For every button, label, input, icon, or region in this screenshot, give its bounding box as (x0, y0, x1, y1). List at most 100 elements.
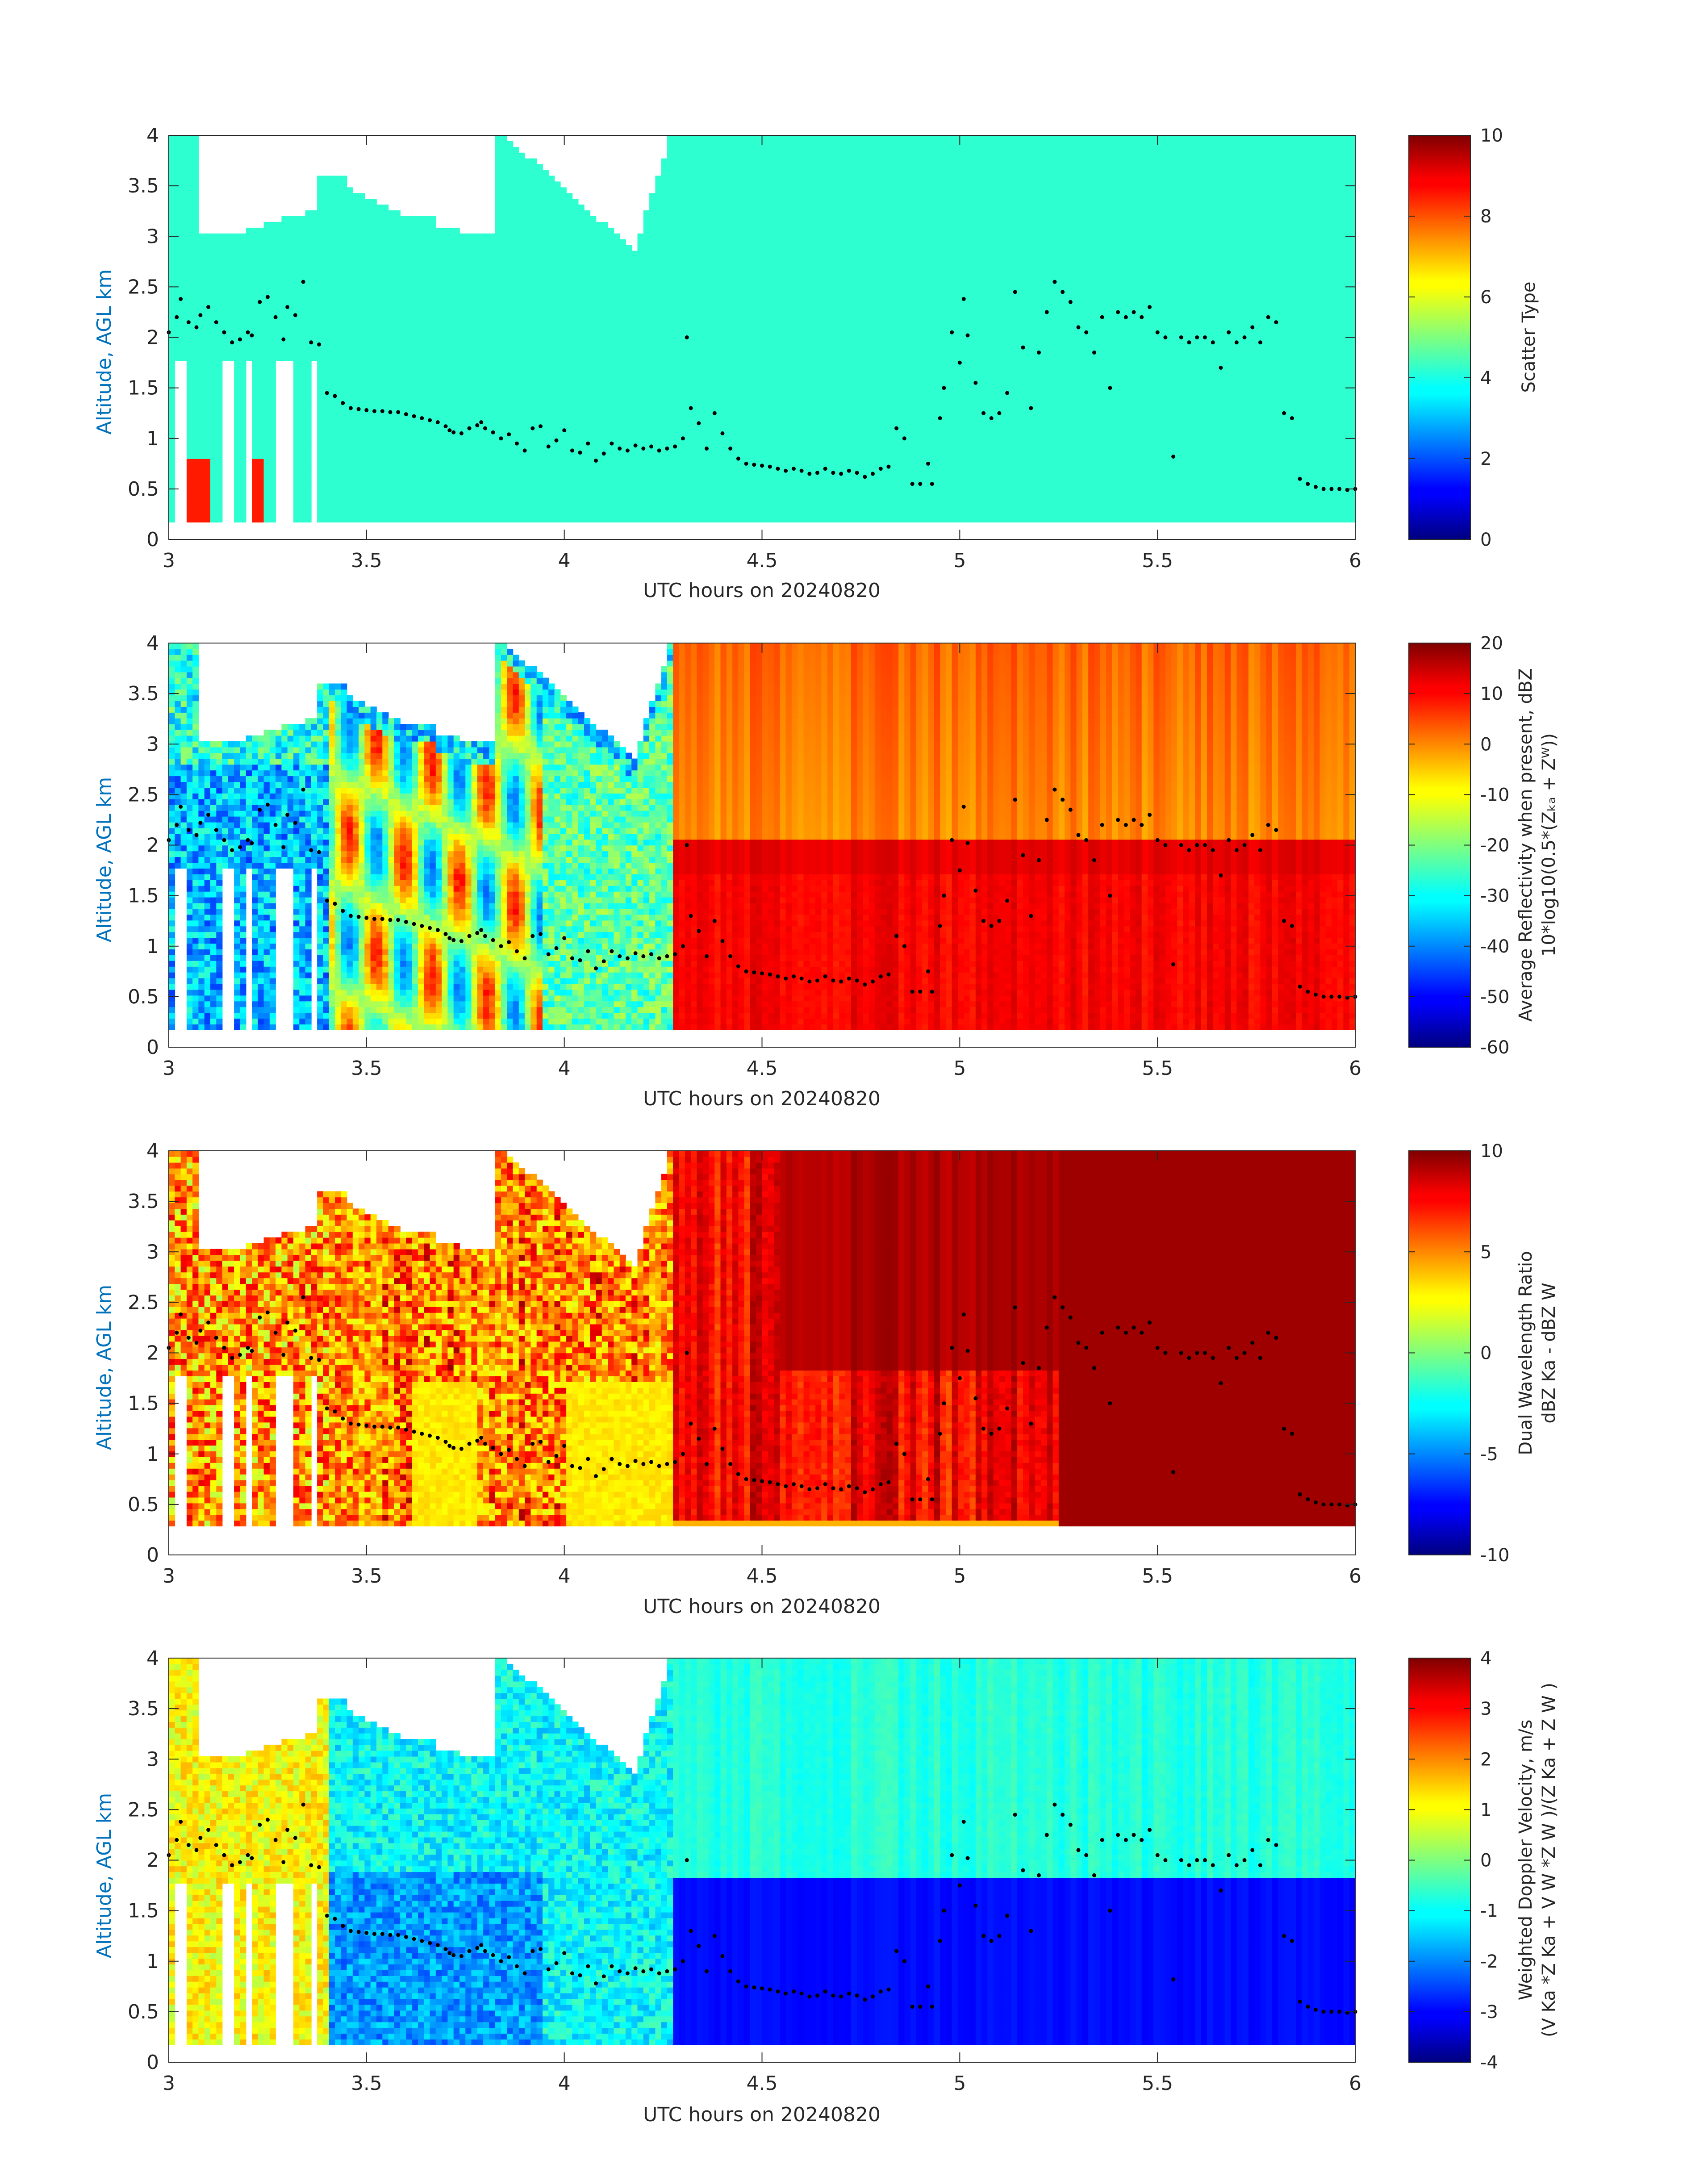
heatmap-cell (347, 309, 353, 315)
heatmap-cell (394, 210, 401, 217)
heatmap-cell (412, 372, 418, 378)
heatmap-cell (465, 326, 472, 332)
heatmap-cell (216, 234, 222, 240)
heatmap-cell (317, 274, 323, 280)
heatmap-cell (418, 257, 424, 263)
heatmap-cell (459, 459, 466, 465)
heatmap-cell (169, 430, 175, 436)
heatmap-cell (459, 482, 466, 488)
heatmap-cell (264, 245, 270, 251)
heatmap-cell (364, 384, 371, 390)
heatmap-cell (459, 280, 466, 286)
heatmap-cell (317, 193, 323, 199)
heatmap-cell (258, 384, 264, 390)
heatmap-cell (323, 280, 329, 286)
heatmap-cell (477, 499, 484, 506)
heatmap-cell (216, 326, 222, 332)
heatmap-cell (477, 447, 484, 453)
heatmap-cell (299, 251, 305, 257)
heatmap-cell (371, 418, 377, 425)
heatmap-cell (181, 303, 187, 309)
heatmap-cell (276, 297, 282, 303)
heatmap-cell (341, 476, 347, 482)
heatmap-cell (205, 360, 211, 367)
heatmap-cell (258, 516, 264, 522)
heatmap-cell (187, 170, 193, 176)
heatmap-cell (442, 453, 448, 459)
heatmap-cell (477, 516, 484, 522)
heatmap-cell (311, 222, 317, 228)
heatmap-cell (364, 505, 371, 511)
heatmap-cell (216, 303, 222, 309)
heatmap-cell (382, 366, 388, 372)
heatmap-cell (371, 493, 377, 500)
heatmap-cell (501, 488, 507, 494)
heatmap-cell (454, 366, 460, 372)
heatmap-cell (181, 245, 187, 251)
heatmap-cell (459, 488, 466, 494)
heatmap-cell (216, 355, 222, 361)
heatmap-cell (472, 464, 478, 471)
heatmap-cell (258, 464, 264, 471)
heatmap-cell (424, 395, 430, 401)
heatmap-cell (406, 355, 412, 361)
heatmap-cell (436, 413, 442, 419)
heatmap-cell (382, 493, 388, 500)
heatmap-cell (436, 332, 442, 338)
heatmap-cell (418, 360, 424, 367)
heatmap-cell (169, 239, 175, 246)
heatmap-cell (258, 285, 264, 292)
heatmap-cell (364, 251, 371, 257)
heatmap-cell (234, 435, 240, 442)
heatmap-cell (465, 234, 472, 240)
heatmap-cell (329, 320, 335, 326)
heatmap-cell (436, 285, 442, 292)
heatmap-cell (483, 430, 489, 436)
heatmap-cell (412, 268, 418, 274)
heatmap-cell (465, 389, 472, 396)
heatmap-cell (394, 326, 401, 332)
heatmap-cell (382, 482, 388, 488)
heatmap-cell (323, 516, 329, 522)
heatmap-cell (364, 303, 371, 309)
heatmap-cell (359, 389, 365, 396)
heatmap-cell (424, 262, 430, 268)
heatmap-cell (364, 285, 371, 292)
heatmap-cell (424, 303, 430, 309)
heatmap-cell (388, 476, 395, 482)
heatmap-cell (252, 309, 258, 315)
heatmap-cell (288, 245, 294, 251)
heatmap-cell (270, 280, 276, 286)
heatmap-cell (483, 488, 489, 494)
heatmap-cell (187, 343, 193, 349)
heatmap-cell (258, 326, 264, 332)
heatmap-cell (305, 239, 312, 246)
heatmap-cell (329, 459, 335, 465)
heatmap-cell (341, 355, 347, 361)
heatmap-cell (252, 499, 258, 506)
heatmap-cell (264, 303, 270, 309)
heatmap-cell (347, 216, 353, 222)
heatmap-cell (264, 389, 270, 396)
heatmap-cell (489, 493, 495, 500)
heatmap-cell (169, 366, 175, 372)
heatmap-cell (299, 349, 305, 355)
heatmap-cell (454, 407, 460, 413)
heatmap-cell (192, 441, 199, 447)
heatmap-cell (293, 360, 300, 367)
heatmap-cell (258, 505, 264, 511)
heatmap-cell (412, 291, 418, 297)
heatmap-cell (240, 332, 246, 338)
heatmap-cell (299, 493, 305, 500)
heatmap-cell (335, 430, 341, 436)
heatmap-cell (376, 360, 383, 367)
heatmap-cell (270, 510, 276, 517)
heatmap-cell (205, 239, 211, 246)
heatmap-cell (477, 470, 484, 476)
heatmap-cell (359, 418, 365, 425)
heatmap-cell (264, 435, 270, 442)
heatmap-cell (406, 320, 412, 326)
heatmap-cell (447, 239, 454, 246)
heatmap-cell (412, 234, 418, 240)
